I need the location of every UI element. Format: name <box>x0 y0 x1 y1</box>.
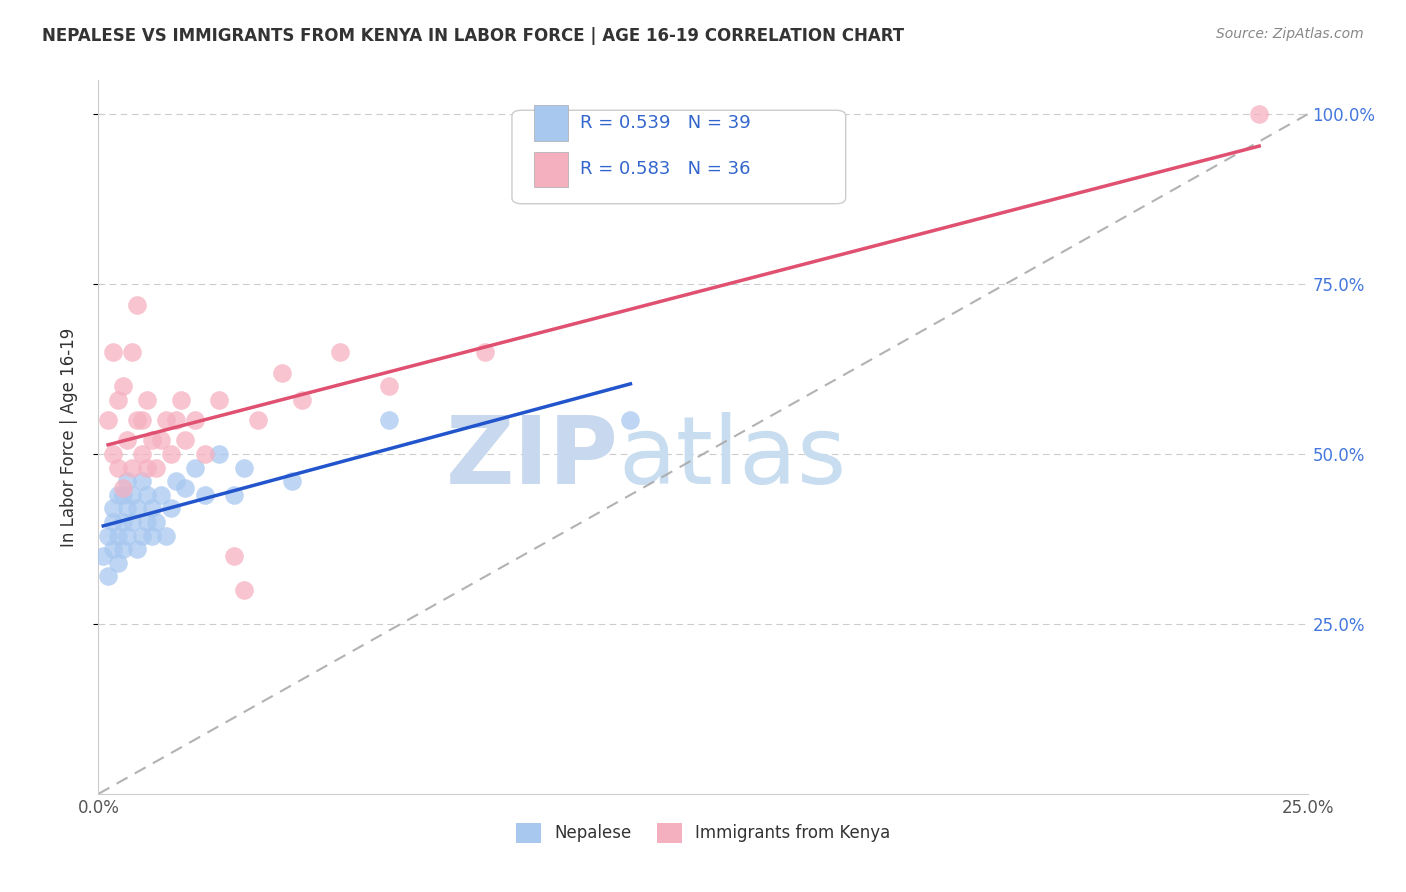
Point <box>169 392 191 407</box>
FancyBboxPatch shape <box>534 152 568 187</box>
Point <box>141 434 163 448</box>
Point <box>131 475 153 489</box>
Text: R = 0.583   N = 36: R = 0.583 N = 36 <box>579 161 751 178</box>
Point <box>101 515 124 529</box>
Point <box>117 434 139 448</box>
Text: atlas: atlas <box>619 412 846 505</box>
Point <box>290 392 312 407</box>
Point <box>117 501 139 516</box>
Point <box>101 447 124 461</box>
Point <box>121 515 143 529</box>
Point <box>194 488 217 502</box>
Point <box>377 379 399 393</box>
Point <box>329 345 352 359</box>
Point <box>97 528 120 542</box>
Point <box>111 481 134 495</box>
Point <box>101 501 124 516</box>
Point <box>107 392 129 407</box>
Point <box>281 475 304 489</box>
Point <box>135 488 157 502</box>
Point <box>155 528 177 542</box>
FancyBboxPatch shape <box>512 111 845 203</box>
Point <box>131 528 153 542</box>
Point <box>97 413 120 427</box>
Point <box>1249 107 1271 121</box>
Text: R = 0.539   N = 39: R = 0.539 N = 39 <box>579 114 751 132</box>
Text: NEPALESE VS IMMIGRANTS FROM KENYA IN LABOR FORCE | AGE 16-19 CORRELATION CHART: NEPALESE VS IMMIGRANTS FROM KENYA IN LAB… <box>42 27 904 45</box>
Point <box>107 528 129 542</box>
Point <box>107 488 129 502</box>
Point <box>160 501 183 516</box>
Point <box>135 515 157 529</box>
Point <box>117 528 139 542</box>
Point <box>141 501 163 516</box>
Point <box>194 447 217 461</box>
Point <box>135 392 157 407</box>
Point <box>127 501 149 516</box>
Point <box>377 413 399 427</box>
Point <box>232 460 254 475</box>
Point <box>121 488 143 502</box>
Point <box>101 345 124 359</box>
Point <box>117 475 139 489</box>
Point <box>208 447 231 461</box>
Point <box>127 297 149 311</box>
Point <box>111 515 134 529</box>
Legend: Nepalese, Immigrants from Kenya: Nepalese, Immigrants from Kenya <box>509 816 897 850</box>
Point <box>174 481 197 495</box>
Point <box>121 460 143 475</box>
Point <box>165 413 187 427</box>
Point <box>271 366 294 380</box>
Text: ZIP: ZIP <box>446 412 619 505</box>
Point <box>121 345 143 359</box>
Point <box>247 413 270 427</box>
Point <box>135 460 157 475</box>
Point <box>222 549 245 563</box>
Point <box>107 460 129 475</box>
Point <box>101 542 124 557</box>
Point <box>155 413 177 427</box>
Point <box>111 379 134 393</box>
Point <box>131 447 153 461</box>
Point <box>91 549 114 563</box>
Point <box>127 542 149 557</box>
Point <box>150 434 173 448</box>
Point <box>232 582 254 597</box>
Point <box>222 488 245 502</box>
Point <box>127 413 149 427</box>
Point <box>111 488 134 502</box>
Point <box>474 345 496 359</box>
Point <box>131 413 153 427</box>
Point <box>111 542 134 557</box>
Point <box>145 460 167 475</box>
FancyBboxPatch shape <box>534 105 568 141</box>
Y-axis label: In Labor Force | Age 16-19: In Labor Force | Age 16-19 <box>59 327 77 547</box>
Text: Source: ZipAtlas.com: Source: ZipAtlas.com <box>1216 27 1364 41</box>
Point <box>150 488 173 502</box>
Point <box>97 569 120 583</box>
Point <box>160 447 183 461</box>
Point <box>107 556 129 570</box>
Point <box>174 434 197 448</box>
Point <box>165 475 187 489</box>
Point <box>141 528 163 542</box>
Point <box>184 413 207 427</box>
Point <box>208 392 231 407</box>
Point <box>184 460 207 475</box>
Point <box>145 515 167 529</box>
Point <box>619 413 641 427</box>
